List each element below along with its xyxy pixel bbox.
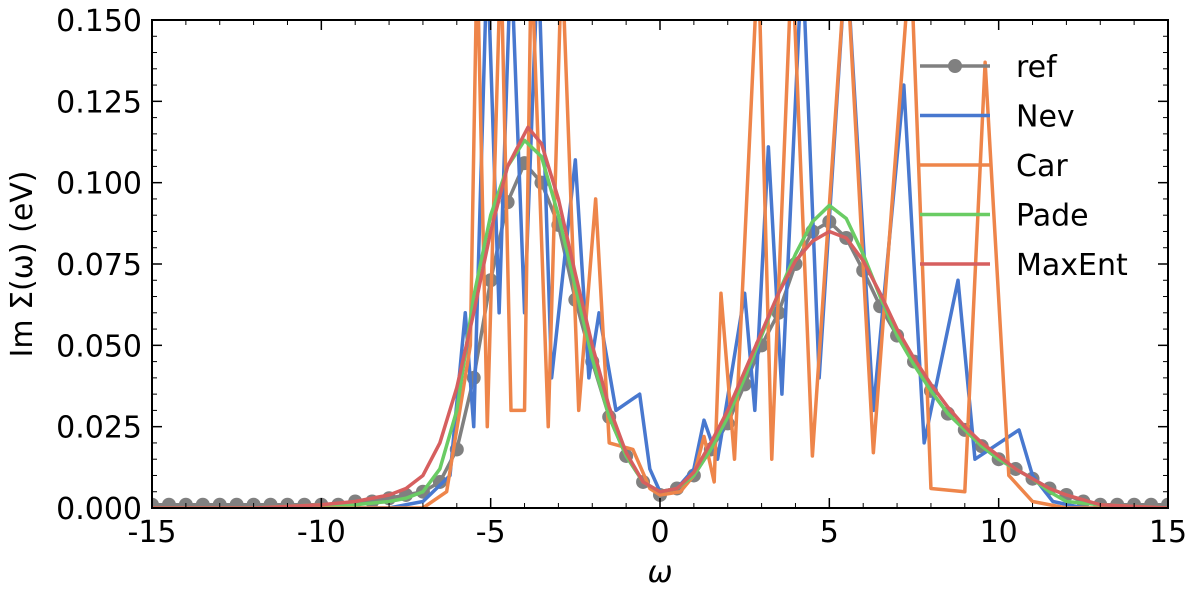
data-point (263, 497, 278, 508)
x-tick-label: -10 (297, 515, 346, 550)
x-tick-label: 15 (1149, 515, 1187, 550)
series-line (152, 20, 1168, 508)
y-tick-label: 0.100 (56, 167, 142, 202)
y-tick-label: 0.050 (56, 329, 142, 364)
legend-label: Pade (1016, 199, 1089, 234)
x-tick-label: -5 (476, 515, 506, 550)
y-tick-label: 0.075 (56, 248, 142, 283)
legend-marker (948, 59, 962, 73)
x-tick-label: 0 (650, 515, 669, 550)
y-tick-label: 0.125 (56, 85, 142, 120)
data-point (1161, 497, 1168, 508)
legend-label: MaxEnt (1016, 248, 1128, 283)
y-tick-label: 0.150 (56, 4, 142, 39)
y-tick-label: 0.000 (56, 492, 142, 527)
x-axis-label: ω (647, 555, 672, 590)
y-axis-label: Im Σ(ω) (eV) (5, 170, 40, 357)
x-tick-label: 5 (820, 515, 839, 550)
x-tick-label: 10 (980, 515, 1018, 550)
plot-area (152, 20, 1168, 508)
x-tick-label: -15 (128, 515, 177, 550)
data-point (246, 497, 261, 508)
data-point (432, 474, 447, 489)
data-point (195, 497, 210, 508)
series-line (152, 138, 1168, 508)
data-point (229, 497, 244, 508)
series-line (152, 125, 1168, 508)
data-point (212, 497, 227, 508)
data-point (152, 497, 159, 508)
legend-label: Car (1016, 149, 1068, 184)
legend-label: Nev (1016, 100, 1075, 135)
data-point (178, 497, 193, 508)
data-point (1144, 497, 1159, 508)
legend-label: ref (1016, 50, 1058, 85)
data-point (161, 497, 176, 508)
y-tick-label: 0.025 (56, 411, 142, 446)
